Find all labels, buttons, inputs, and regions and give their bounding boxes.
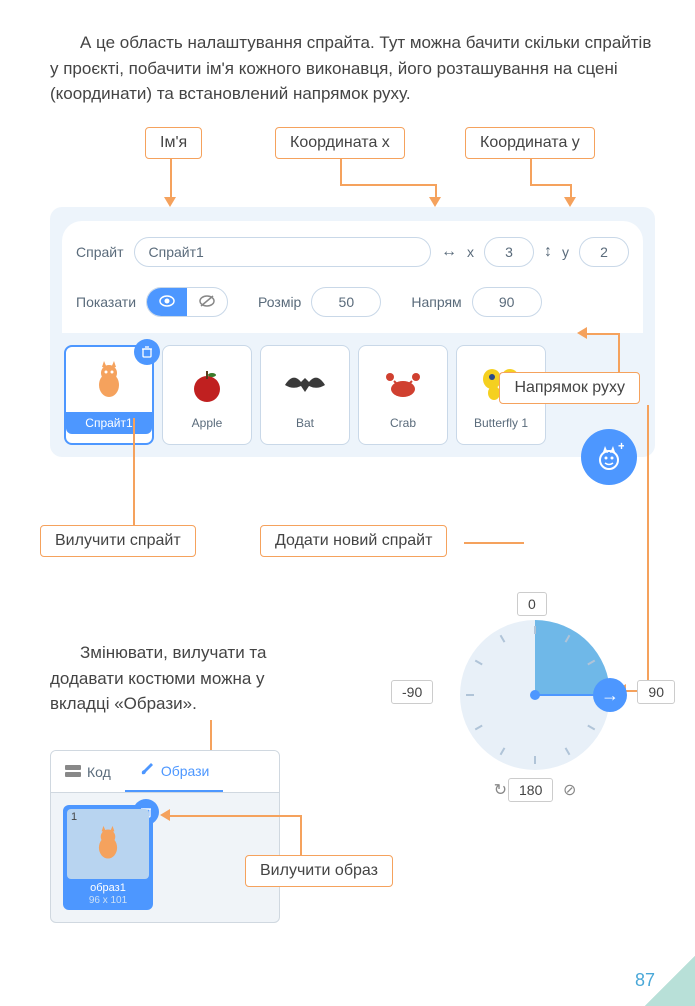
direction-input[interactable]: 90: [472, 287, 542, 317]
show-icon[interactable]: [147, 288, 187, 316]
size-label: Розмір: [258, 294, 301, 310]
callout-delete-costume: Вилучити образ: [245, 855, 393, 887]
y-input[interactable]: 2: [579, 237, 629, 267]
costumes-paragraph: Змінювати, вилучати та додавати костюми …: [50, 640, 320, 717]
cat-sprite-icon: [84, 356, 134, 406]
direction-label: Напрям: [411, 294, 461, 310]
callout-add-sprite: Додати новий спрайт: [260, 525, 447, 557]
add-sprite-button[interactable]: +: [581, 429, 637, 485]
costumes-panel: Код Образи 1 образ1 96 x 101: [50, 750, 280, 923]
x-axis-icon: ↔: [441, 243, 457, 261]
size-input[interactable]: 50: [311, 287, 381, 317]
sprite-name-label: Спрайт1: [66, 412, 152, 434]
tab-code-label: Код: [87, 764, 111, 780]
costume-dimensions: 96 x 101: [67, 895, 149, 906]
costume-number: 1: [71, 811, 77, 823]
callout-name: Ім'я: [145, 127, 202, 159]
sprite-card[interactable]: Bat: [260, 345, 350, 445]
no-rotate-icon[interactable]: ⊘: [563, 780, 576, 800]
tab-code[interactable]: Код: [51, 751, 125, 792]
svg-text:+: +: [618, 442, 624, 453]
callout-coord-y: Координата y: [465, 127, 595, 159]
dial-label-180: 180: [508, 778, 553, 802]
crab-sprite-icon: [378, 360, 428, 410]
x-input[interactable]: 3: [484, 237, 534, 267]
dial-label-neg90: -90: [391, 680, 433, 704]
sprite-card-selected[interactable]: Спрайт1: [64, 345, 154, 445]
costume-name: образ1: [67, 879, 149, 895]
tab-costumes-label: Образи: [161, 763, 210, 779]
cat-costume-icon: [88, 824, 128, 864]
costume-card[interactable]: 1 образ1 96 x 101: [63, 805, 153, 910]
x-label: x: [467, 244, 474, 260]
sprite-card[interactable]: Apple: [162, 345, 252, 445]
show-label: Показати: [76, 294, 136, 310]
hide-icon[interactable]: [187, 288, 227, 316]
intro-paragraph: А це область налаштування спрайта. Тут м…: [50, 30, 655, 107]
sprite-name-label: Butterfly 1: [474, 416, 528, 430]
dial-pointer-icon[interactable]: →: [593, 678, 627, 712]
delete-sprite-icon[interactable]: [134, 339, 160, 365]
sprite-settings-panel: Спрайт Спрайт1 ↔ x 3 ↕ y 2 Показати Розм…: [50, 207, 655, 457]
tab-costumes[interactable]: Образи: [125, 751, 224, 792]
dial-label-90: 90: [637, 680, 675, 704]
callout-delete-sprite: Вилучити спрайт: [40, 525, 196, 557]
y-label: y: [562, 244, 569, 260]
dial-label-0: 0: [517, 592, 547, 616]
sprite-field-label: Спрайт: [76, 244, 124, 260]
y-axis-icon: ↕: [544, 243, 552, 261]
sprite-name-label: Apple: [192, 416, 223, 430]
code-icon: [65, 764, 81, 780]
callout-direction: Напрямок руху: [499, 372, 640, 404]
brush-icon: [139, 761, 155, 780]
sprite-name-input[interactable]: Спрайт1: [134, 237, 432, 267]
sprite-card[interactable]: Crab: [358, 345, 448, 445]
bat-sprite-icon: [280, 360, 330, 410]
sprite-name-label: Bat: [296, 416, 314, 430]
callout-coord-x: Координата x: [275, 127, 405, 159]
rotate-all-icon[interactable]: ↻: [494, 780, 507, 800]
direction-dial[interactable]: 0 90 180 -90 → ↻ ▸◂ ⊘: [435, 620, 635, 800]
sprite-name-label: Crab: [390, 416, 416, 430]
visibility-toggle[interactable]: [146, 287, 228, 317]
corner-decoration: [645, 956, 695, 1006]
apple-sprite-icon: [182, 360, 232, 410]
